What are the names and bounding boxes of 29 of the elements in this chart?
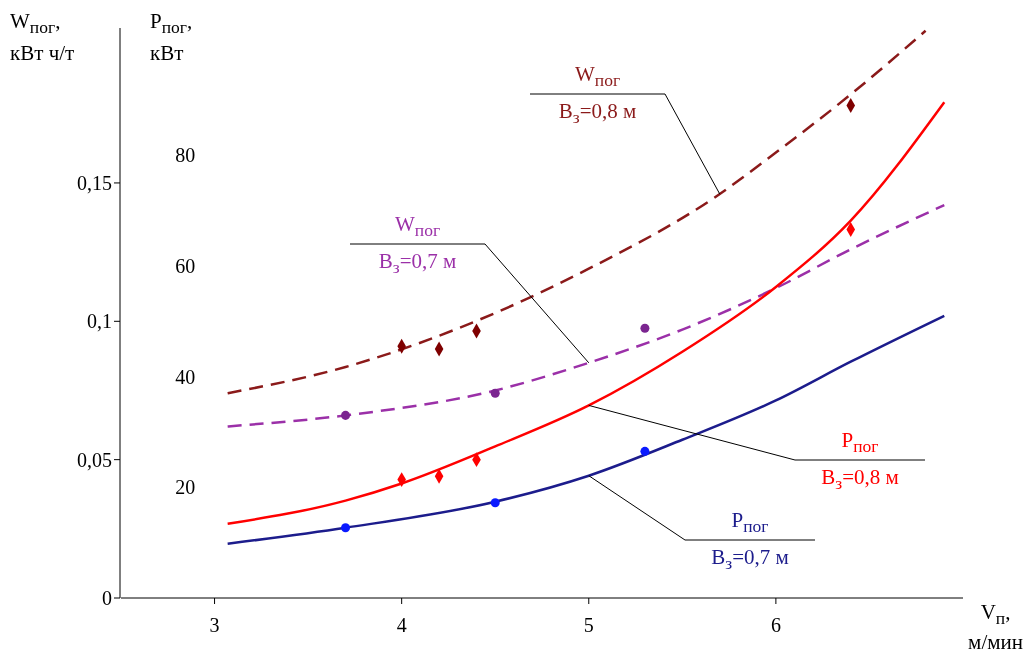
y2-tick-label: 0,1 (87, 310, 112, 333)
text: P$_{пог}$ B$_{з}$=0,7 м (711, 508, 789, 574)
y-tick-label: 40 (175, 365, 196, 388)
y2-axis-title: W$_{пог}$, кВт ч/т (10, 9, 75, 66)
text: P$_{пог}$ B$_{з}$=0,8 м (821, 428, 899, 494)
y2-tick-label: 0,05 (77, 448, 112, 471)
line-series (226, 203, 946, 428)
point (490, 498, 500, 508)
text: W$_{пог}$ B$_{з}$=0,8 м (558, 62, 637, 128)
point (341, 410, 351, 420)
y-tick-label: 60 (175, 254, 196, 277)
line-series (226, 29, 927, 395)
y2-tick-label: 0,15 (77, 172, 112, 195)
y-tick-label: 80 (175, 144, 196, 167)
y-axis-title: P$_{пог}$, кВт (150, 9, 193, 66)
point (640, 446, 650, 456)
line-series (226, 100, 946, 526)
point (640, 323, 650, 333)
y2-tick-label: 0 (102, 587, 112, 610)
y-tick-label: 20 (175, 476, 196, 499)
x-axis-title: V$_{п}$, м/мин (968, 600, 1023, 655)
point (341, 523, 351, 533)
x-tick-label: 5 (583, 614, 594, 637)
text: W$_{пог}$ B$_{з}$=0,7 м (378, 212, 457, 278)
x-tick-label: 6 (770, 614, 781, 637)
x-tick-label: 3 (209, 614, 220, 637)
x-tick-label: 4 (396, 614, 407, 637)
point (490, 388, 500, 398)
line-series (226, 314, 946, 546)
